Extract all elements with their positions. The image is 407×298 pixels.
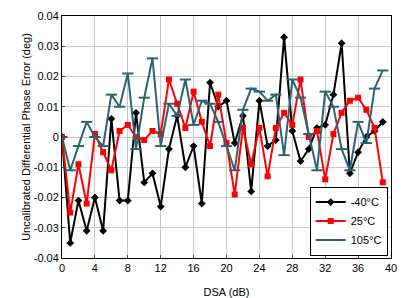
svg-text:24: 24 [253, 262, 265, 274]
svg-text:8: 8 [125, 262, 131, 274]
svg-text:28: 28 [286, 262, 298, 274]
svg-text:0.03: 0.03 [37, 40, 58, 52]
svg-text:-0.04: -0.04 [34, 252, 59, 264]
svg-text:-0.01: -0.01 [34, 161, 59, 173]
svg-text:-40°C: -40°C [351, 196, 379, 208]
svg-text:0.01: 0.01 [37, 101, 58, 113]
svg-text:16: 16 [187, 262, 199, 274]
svg-text:0.04: 0.04 [37, 10, 58, 22]
svg-text:DSA (dB): DSA (dB) [204, 286, 250, 298]
svg-text:12: 12 [155, 262, 167, 274]
svg-text:40: 40 [385, 262, 397, 274]
svg-text:-0.02: -0.02 [34, 191, 59, 203]
svg-text:4: 4 [92, 262, 98, 274]
svg-text:32: 32 [319, 262, 331, 274]
svg-text:20: 20 [220, 262, 232, 274]
svg-text:0: 0 [59, 262, 65, 274]
svg-text:0: 0 [53, 131, 59, 143]
svg-text:36: 36 [352, 262, 364, 274]
svg-text:0.02: 0.02 [37, 70, 58, 82]
svg-text:25°C: 25°C [351, 215, 376, 227]
svg-text:-0.03: -0.03 [34, 222, 59, 234]
svg-text:105°C: 105°C [351, 234, 382, 246]
svg-text:Uncalibrated Differential Phas: Uncalibrated Differential Phase Error (d… [20, 33, 32, 241]
